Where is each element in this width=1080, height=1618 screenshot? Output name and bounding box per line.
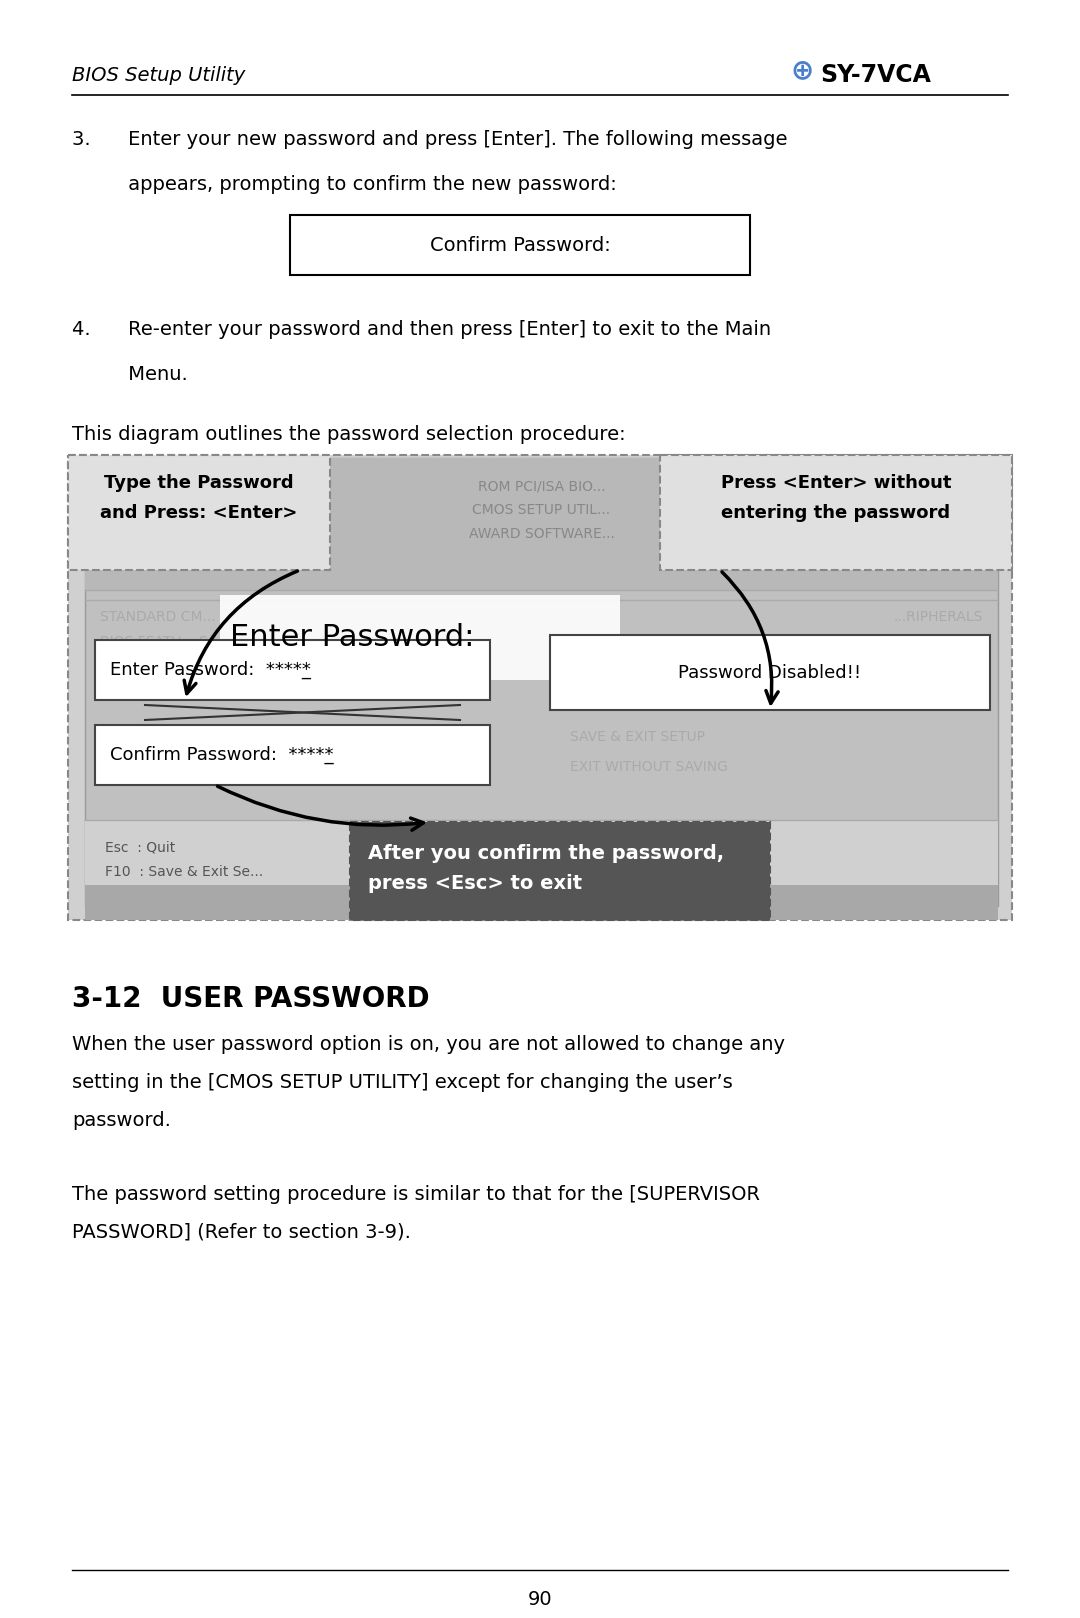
Bar <box>220 595 620 680</box>
Text: Password Disabled!!: Password Disabled!! <box>678 663 862 681</box>
Text: ...RIPHERALS: ...RIPHERALS <box>893 610 983 625</box>
Text: ...SWORD: ...SWORD <box>916 634 983 649</box>
Bar <box>95 725 490 785</box>
Bar <box>85 458 998 591</box>
Text: After you confirm the password,: After you confirm the password, <box>368 845 724 862</box>
Text: entering the password: entering the password <box>721 503 950 523</box>
Bar <box>85 885 998 921</box>
Text: Enter Password:  *****̲: Enter Password: *****̲ <box>110 660 311 680</box>
Text: EXIT WITHOUT SAVING: EXIT WITHOUT SAVING <box>570 760 728 773</box>
Text: This diagram outlines the password selection procedure:: This diagram outlines the password selec… <box>72 426 625 443</box>
Text: BIOS FEATU... S...: BIOS FEATU... S... <box>100 634 220 649</box>
Text: Press <Enter> without: Press <Enter> without <box>720 474 951 492</box>
Bar <box>350 822 770 921</box>
Text: and Press: <Enter>: and Press: <Enter> <box>100 503 298 523</box>
Text: Esc  : Quit: Esc : Quit <box>105 840 175 854</box>
Text: The password setting procedure is similar to that for the [SUPERVISOR: The password setting procedure is simila… <box>72 1184 760 1204</box>
Text: STANDARD CM...: STANDARD CM... <box>100 610 216 625</box>
Text: ⊕: ⊕ <box>789 57 813 84</box>
Bar <box>95 641 490 701</box>
Bar <box>85 820 998 885</box>
Text: Confirm Password:: Confirm Password: <box>430 236 610 254</box>
Bar <box>85 458 998 906</box>
Text: AWARD SOFTWARE...: AWARD SOFTWARE... <box>469 527 615 540</box>
Text: 4.      Re-enter your password and then press [Enter] to exit to the Main: 4. Re-enter your password and then press… <box>72 320 771 340</box>
Text: SY-7VCA: SY-7VCA <box>820 63 931 87</box>
Bar <box>68 455 330 570</box>
Text: CMOS SETUP UTIL...: CMOS SETUP UTIL... <box>472 503 610 518</box>
Text: Type the Password: Type the Password <box>104 474 294 492</box>
Bar <box>68 455 1012 921</box>
Text: Confirm Password:  *****̲: Confirm Password: *****̲ <box>110 746 334 764</box>
Bar <box>550 634 990 710</box>
Text: SAVE & EXIT SETUP: SAVE & EXIT SETUP <box>570 730 705 744</box>
Text: Time, Date, Hard Disk Type...: Time, Date, Hard Disk Type... <box>441 895 643 909</box>
Text: password.: password. <box>72 1112 171 1129</box>
Text: 3-12  USER PASSWORD: 3-12 USER PASSWORD <box>72 985 430 1013</box>
Text: Menu.: Menu. <box>72 366 188 383</box>
Text: setting in the [CMOS SETUP UTILITY] except for changing the user’s: setting in the [CMOS SETUP UTILITY] exce… <box>72 1073 732 1092</box>
Text: press <Esc> to exit: press <Esc> to exit <box>368 874 582 893</box>
Text: PASSWORD] (Refer to section 3-9).: PASSWORD] (Refer to section 3-9). <box>72 1223 410 1243</box>
Text: F10  : Save & Exit Se...: F10 : Save & Exit Se... <box>105 866 264 879</box>
Text: 90: 90 <box>528 1590 552 1608</box>
Text: BIOS Setup Utility: BIOS Setup Utility <box>72 65 245 84</box>
Text: Enter Password:: Enter Password: <box>230 623 474 652</box>
Text: appears, prompting to confirm the new password:: appears, prompting to confirm the new pa… <box>72 175 617 194</box>
Text: 3.      Enter your new password and press [Enter]. The following message: 3. Enter your new password and press [En… <box>72 129 787 149</box>
Text: When the user password option is on, you are not allowed to change any: When the user password option is on, you… <box>72 1036 785 1053</box>
Bar <box>291 215 750 275</box>
Bar <box>660 455 1012 570</box>
Text: ROM PCI/ISA BIO...: ROM PCI/ISA BIO... <box>477 479 605 493</box>
